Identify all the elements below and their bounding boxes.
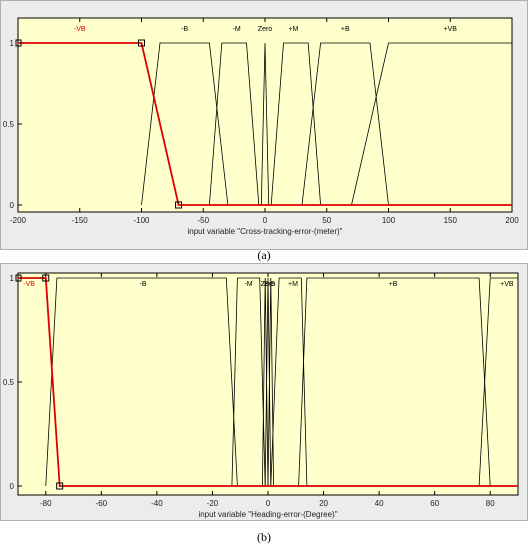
mf-handle[interactable]	[175, 201, 183, 209]
mf-label--S[interactable]: -S	[262, 281, 269, 288]
y-tick-label: 0	[10, 201, 15, 210]
mf-line-+B[interactable]	[301, 42, 389, 206]
mf-handle[interactable]	[138, 39, 145, 47]
x-tick-label: -200	[10, 216, 27, 225]
mf-label--VB[interactable]: -VB	[74, 26, 86, 33]
mf-line-Zero[interactable]	[260, 42, 270, 206]
x-tick-label: -40	[151, 499, 163, 508]
chart-b: -80 -60 -40 -20 0 20 40 60 80 0 0.5 1 -VB -B -M -S Zero +…	[0, 263, 528, 521]
x-tick-label: -20	[207, 499, 219, 508]
x-tick-label: 60	[430, 499, 439, 508]
mf-label-+VB[interactable]: +VB	[444, 26, 458, 33]
chart-a: -200 -150 -100 -50 0 50 100 150 200 0 0.5 1 -VB -B -M Z…	[0, 0, 528, 250]
mf-line--B[interactable]	[141, 42, 229, 206]
y-tick-label: 0.5	[3, 120, 15, 129]
x-tick-label: 50	[322, 216, 331, 225]
x-tick-label: 200	[505, 216, 519, 225]
mf-handle-edge[interactable]	[15, 274, 22, 282]
x-tick-label: -50	[197, 216, 209, 225]
mf-label--B[interactable]: -B	[140, 281, 147, 288]
mf-label-+B[interactable]: +B	[341, 26, 350, 33]
mf-line-+S[interactable]	[267, 277, 274, 487]
y-tick-label: 1	[10, 39, 15, 48]
mf-line--VB[interactable]	[18, 42, 512, 206]
x-axis-label: input variable "Cross-tracking-error-(me…	[187, 227, 342, 236]
mf-line-+VB[interactable]	[351, 42, 513, 206]
x-axis-label: input variable "Heading-error-(Degree)"	[198, 510, 337, 519]
mf-label-Zero[interactable]: Zero	[261, 281, 276, 288]
mf-line--S[interactable]	[262, 277, 269, 487]
x-tick-label: 100	[382, 216, 396, 225]
x-tick-label: 0	[263, 216, 268, 225]
caption-b: (b)	[257, 530, 271, 544]
mf-label-+S[interactable]: +S	[266, 281, 275, 288]
mf-label-+M[interactable]: +M	[288, 281, 298, 288]
mf-handle-edge[interactable]	[15, 39, 22, 47]
caption-a: (a)	[257, 248, 271, 262]
mf-line--VB[interactable]	[18, 277, 518, 487]
mf-line-+VB[interactable]	[478, 277, 518, 487]
mf-label--M[interactable]: -M	[244, 281, 252, 288]
mf-line-+M[interactable]	[270, 277, 308, 487]
y-tick-label: 0	[10, 482, 15, 491]
mf-line--M[interactable]	[209, 42, 260, 206]
x-tick-label: 20	[319, 499, 328, 508]
mf-handle[interactable]	[56, 482, 64, 490]
x-tick-label: -150	[72, 216, 89, 225]
mf-line-+M[interactable]	[270, 42, 321, 206]
mf-line--B[interactable]	[45, 277, 238, 487]
mf-label-+VB[interactable]: +VB	[500, 281, 514, 288]
x-tick-label: 40	[375, 499, 384, 508]
mf-label--M[interactable]: -M	[233, 26, 241, 33]
x-tick-label: 0	[266, 499, 271, 508]
x-tick-label: 80	[486, 499, 495, 508]
mf-label-+B[interactable]: +B	[389, 281, 398, 288]
y-tick-label: 0.5	[3, 378, 15, 387]
x-tick-label: 150	[444, 216, 458, 225]
mf-line--M[interactable]	[231, 277, 266, 487]
mf-label--B[interactable]: -B	[181, 26, 188, 33]
mf-handle[interactable]	[42, 274, 50, 282]
mf-label--VB[interactable]: -VB	[23, 281, 35, 288]
chart-a-svg: -200 -150 -100 -50 0 50 100 150 200 0 0.5 1 -VB -B -M Z…	[0, 0, 528, 250]
x-tick-label: -80	[40, 499, 52, 508]
mf-line-Zero[interactable]	[264, 277, 272, 487]
x-tick-label: -100	[133, 216, 150, 225]
mf-label-+M[interactable]: +M	[288, 26, 298, 33]
y-tick-label: 1	[10, 274, 15, 283]
mf-label-Zero[interactable]: Zero	[258, 26, 273, 33]
x-tick-label: -60	[96, 499, 108, 508]
